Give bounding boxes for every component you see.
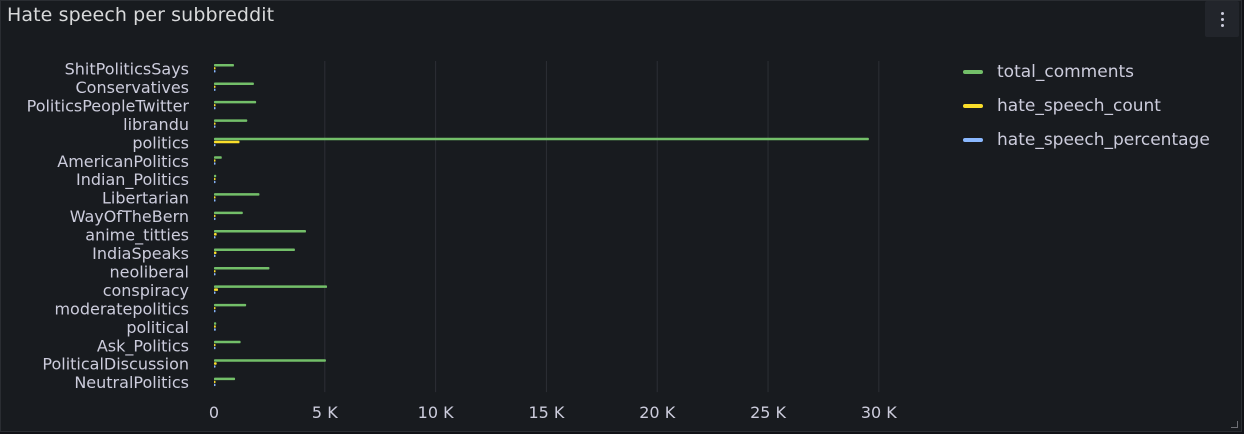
x-tick-label: 0: [209, 403, 219, 422]
bar-hate-speech-count: [214, 122, 216, 125]
bar-hate-speech-count: [214, 306, 216, 310]
category-label: politics: [132, 133, 189, 152]
resize-handle[interactable]: [1231, 421, 1238, 428]
panel-menu-button[interactable]: [1205, 1, 1239, 37]
bar-total-comments: [214, 193, 260, 196]
bar-hate-speech-percentage: [214, 88, 216, 91]
bar-hate-speech-percentage: [214, 180, 216, 184]
bar-hate-speech-percentage: [214, 383, 216, 387]
bar-total-comments: [214, 340, 241, 344]
bar-hate-speech-count: [214, 177, 216, 181]
bar-hate-speech-count: [214, 214, 216, 218]
category-label: librandu: [123, 115, 189, 134]
bar-hate-speech-percentage: [214, 365, 216, 368]
bar-hate-speech-count: [214, 362, 217, 365]
bar-hate-speech-count: [214, 140, 240, 144]
legend-label: total_comments: [997, 62, 1134, 82]
bar-chart: 0 5 K 10 K 15 K 20 K 25 K 30 K ShitPoliticsSays…: [27, 60, 898, 423]
category-label: NeutralPolitics: [74, 373, 189, 392]
category-label: WayOfTheBern: [70, 207, 189, 226]
bar-hate-speech-count: [214, 380, 216, 384]
vertical-ellipsis-icon: [1220, 11, 1224, 15]
category-label: Ask_Politics: [97, 336, 189, 356]
x-tick-label: 15 K: [528, 403, 564, 422]
bar-total-comments: [214, 119, 248, 122]
panel-title: Hate speech per subbreddit: [7, 4, 275, 26]
category-label: Libertarian: [102, 189, 189, 208]
bar-total-comments: [214, 230, 306, 233]
legend-label: hate_speech_percentage: [997, 130, 1210, 150]
bar-hate-speech-count: [214, 196, 216, 199]
legend-swatch: [963, 104, 983, 108]
bar-hate-speech-percentage: [214, 125, 216, 128]
category-label: anime_titties: [85, 226, 189, 246]
category-label: AmericanPolitics: [57, 152, 189, 171]
bar-hate-speech-percentage: [214, 217, 216, 221]
category-label: Indian_Politics: [76, 170, 189, 190]
bar-hate-speech-percentage: [214, 70, 216, 73]
bar-hate-speech-count: [214, 159, 216, 162]
bar-hate-speech-percentage: [214, 199, 216, 202]
category-label: Conservatives: [76, 78, 190, 97]
legend-item[interactable]: total_comments: [963, 55, 1210, 89]
x-tick-label: 30 K: [861, 403, 897, 422]
bar-total-comments: [214, 359, 326, 362]
bar-hate-speech-percentage: [214, 106, 216, 110]
bar-total-comments: [214, 377, 236, 381]
category-label: conspiracy: [103, 281, 189, 300]
x-tick-label: 10 K: [418, 403, 454, 422]
x-tick-label: 20 K: [639, 403, 675, 422]
bar-hate-speech-percentage: [214, 309, 216, 313]
bar-total-comments: [214, 137, 869, 141]
bar-hate-speech-count: [214, 67, 216, 70]
bar-hate-speech-percentage: [214, 162, 216, 165]
bar-hate-speech-count: [214, 269, 216, 273]
category-label: PoliticalDiscussion: [42, 355, 189, 374]
bar-total-comments: [214, 322, 217, 325]
legend-swatch: [963, 138, 983, 142]
bar-total-comments: [214, 156, 222, 159]
bar-hate-speech-percentage: [214, 254, 216, 257]
bar-hate-speech-percentage: [214, 346, 216, 350]
bar-total-comments: [214, 174, 217, 178]
bar-total-comments: [214, 82, 254, 85]
bar-hate-speech-percentage: [214, 143, 216, 147]
bar-hate-speech-count: [214, 103, 216, 107]
bar-hate-speech-count: [214, 288, 218, 291]
bar-total-comments: [214, 285, 328, 288]
bar-hate-speech-count: [214, 343, 216, 347]
bar-total-comments: [214, 64, 234, 67]
category-label: neoliberal: [110, 262, 190, 281]
bar-hate-speech-count: [214, 85, 216, 88]
chart-legend: total_comments hate_speech_count hate_spee…: [963, 55, 1210, 157]
x-tick-label: 25 K: [750, 403, 786, 422]
bar-hate-speech-count: [214, 325, 216, 328]
bar-hate-speech-percentage: [214, 236, 216, 239]
legend-label: hate_speech_count: [997, 96, 1161, 116]
category-label: IndiaSpeaks: [92, 244, 189, 263]
bar-hate-speech-percentage: [214, 272, 216, 276]
bar-total-comments: [214, 100, 257, 104]
bar-total-comments: [214, 266, 270, 270]
bar-hate-speech-percentage: [214, 291, 216, 294]
category-label: ShitPoliticsSays: [65, 60, 189, 79]
legend-item[interactable]: hate_speech_percentage: [963, 123, 1210, 157]
category-label: political: [126, 318, 189, 337]
category-label: PoliticsPeopleTwitter: [27, 96, 190, 115]
bar-total-comments: [214, 248, 295, 251]
bar-total-comments: [214, 211, 243, 215]
legend-item[interactable]: hate_speech_count: [963, 89, 1210, 123]
bar-hate-speech-percentage: [214, 328, 216, 331]
legend-swatch: [963, 70, 983, 74]
x-tick-label: 5 K: [312, 403, 338, 422]
bar-total-comments: [214, 303, 247, 307]
bar-hate-speech-count: [214, 251, 217, 254]
category-label: moderatepolitics: [54, 299, 189, 318]
bar-hate-speech-count: [214, 233, 217, 236]
